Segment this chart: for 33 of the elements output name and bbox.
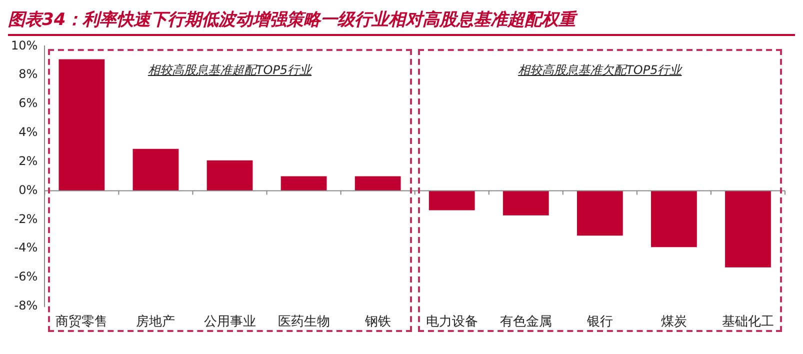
x-tick-label: 煤炭: [660, 314, 687, 330]
y-tick-label: 4%: [18, 125, 38, 140]
y-tick-label: 0%: [18, 182, 38, 197]
y-tick-label: 10%: [11, 38, 38, 52]
x-tick-label: 电力设备: [426, 314, 478, 330]
bar: [576, 190, 623, 236]
bar: [502, 190, 549, 216]
y-tick-label: -8%: [14, 298, 38, 313]
bar: [354, 176, 401, 191]
bar: [725, 190, 771, 268]
y-tick-label: 8%: [18, 67, 38, 82]
x-tick-label: 公用事业: [204, 314, 256, 330]
bar: [428, 190, 475, 210]
y-tick-label: -6%: [14, 270, 38, 284]
bar: [206, 160, 253, 191]
y-tick-label: 6%: [18, 96, 38, 110]
bar: [132, 148, 179, 191]
x-tick-label: 基础化工: [722, 314, 774, 330]
x-tick-label: 房地产: [136, 314, 176, 330]
y-tick-label: -2%: [14, 212, 38, 226]
x-tick-label: 有色金属: [500, 314, 552, 330]
annotation: 相较高股息基准超配TOP5行业: [148, 63, 312, 78]
x-tick-label: 商贸零售: [56, 314, 108, 330]
bar: [58, 59, 105, 191]
annotation: 相较高股息基准欠配TOP5行业: [518, 63, 682, 78]
bar: [651, 190, 697, 248]
y-tick-label: 2%: [18, 154, 38, 168]
chart-title: 图表34：利率快速下行期低波动增强策略一级行业相对高股息基准超配权重: [8, 8, 795, 36]
x-tick-label: 银行: [586, 314, 613, 330]
x-tick-label: 医药生物: [278, 314, 330, 330]
y-tick-label: -4%: [14, 240, 38, 255]
x-tick-label: 钢铁: [364, 314, 391, 330]
bar: [280, 176, 327, 191]
